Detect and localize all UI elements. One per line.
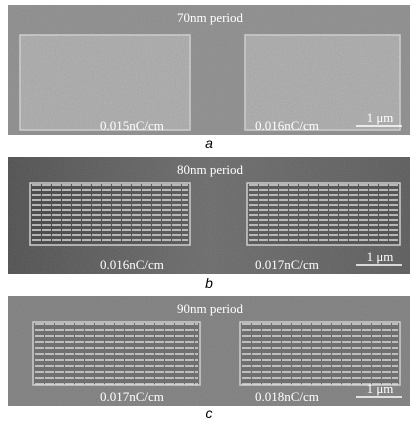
- sem-panel: 90nm period 0.017nC/cm 0.018nC/cm 1 μm: [8, 296, 410, 406]
- panel-caption: b: [205, 275, 213, 291]
- panel-title: 90nm period: [177, 301, 244, 316]
- dose-label: 0.018nC/cm: [255, 389, 319, 404]
- panel-title: 80nm period: [177, 162, 244, 177]
- scale-label: 1 μm: [367, 249, 394, 264]
- panel-title: 70nm period: [177, 10, 244, 25]
- panel-caption: c: [206, 405, 213, 421]
- panel-caption: a: [205, 135, 213, 151]
- sem-panel: 80nm period 0.016nC/cm 0.017nC/cm 1 μm: [8, 157, 410, 274]
- scale-label: 1 μm: [367, 381, 394, 396]
- sem-panel: 70nm period 0.015nC/cm 0.016nC/cm 1 μm: [8, 5, 410, 135]
- pattern-texture: [20, 35, 190, 130]
- scale-label: 1 μm: [367, 110, 394, 125]
- dose-label: 0.015nC/cm: [100, 118, 164, 133]
- dose-label: 0.016nC/cm: [100, 257, 164, 272]
- dose-label: 0.016nC/cm: [255, 118, 319, 133]
- dose-label: 0.017nC/cm: [100, 389, 164, 404]
- dose-label: 0.017nC/cm: [255, 257, 319, 272]
- figure: 70nm period 0.015nC/cm 0.016nC/cm 1 μm a 80nm…: [0, 0, 419, 424]
